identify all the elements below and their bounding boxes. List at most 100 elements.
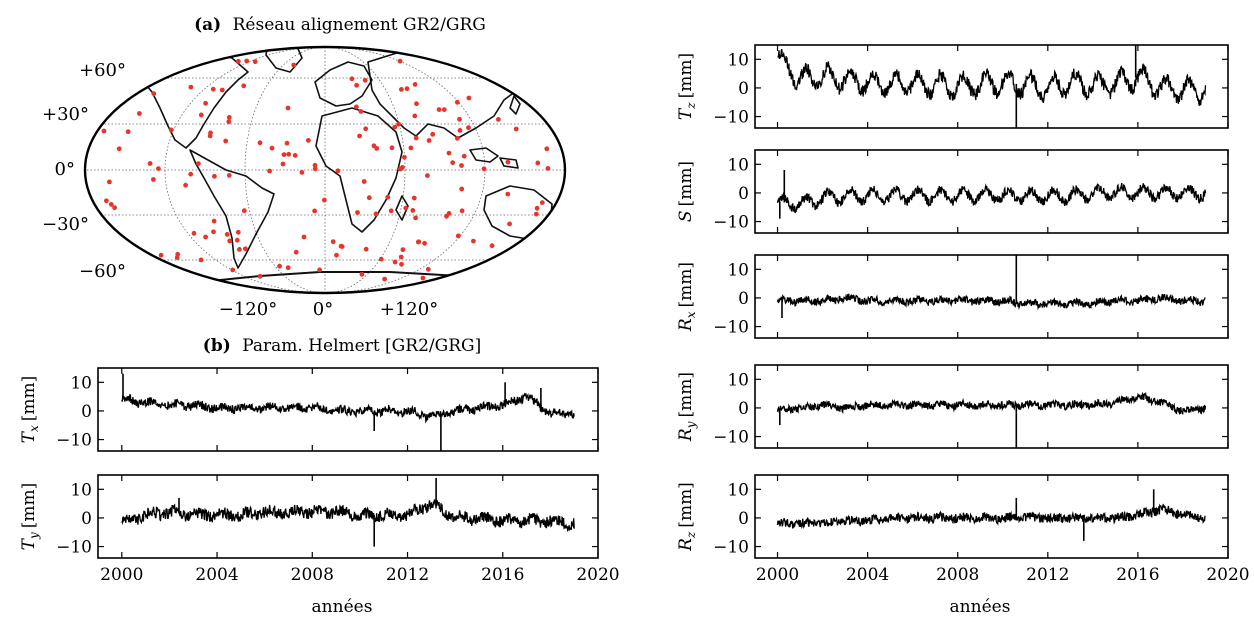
station-dot [404,86,410,92]
station-dot [513,126,519,132]
station-dot [312,208,317,214]
station-dot [382,276,387,282]
station-dot [392,124,398,130]
station-dot [284,140,290,146]
station-dot [388,208,394,214]
series-line-Tx [121,392,575,424]
y-axis-label-Ty: Ty[mm] [19,483,41,551]
x-tick-label-Rz-5: 2020 [1206,565,1249,585]
latitude-labels: +60° +30° 0° −30° −60° [42,60,126,282]
lat-label-30s: −30° [42,214,89,235]
lat-label-60n: +60° [79,60,126,81]
station-dot [212,173,217,179]
station-dot [156,166,161,172]
station-dot [116,146,122,152]
panel-frame-Rz [754,474,1229,559]
x-tick-label-Rz-3: 2012 [1026,565,1069,585]
world-map [83,45,567,295]
y-axis-label-Ry: Ry[mm] [676,372,698,442]
station-dot [412,113,418,119]
station-dot [399,87,404,92]
station-dot [198,257,204,263]
x-tick-label-Ty-5: 2020 [576,565,619,585]
x-tick-label-Rz-1: 2004 [846,565,889,585]
y-tick-label-Rx-0: 10 [727,260,749,280]
station-dot [422,240,427,246]
station-dot [151,91,157,97]
x-tick-label-Rz-0: 2000 [756,565,799,585]
station-dot [450,160,456,166]
station-dot [496,117,501,122]
panel-frame-Ty [97,474,599,559]
station-dot [285,265,291,271]
station-dot [112,205,117,211]
station-dot [545,166,551,171]
y-axis-label-Rz: Rz[mm] [676,482,698,552]
station-dot [425,173,430,179]
station-dot [459,163,464,168]
y-tick-label-Rx-1: 0 [738,289,749,309]
station-dot [226,119,232,125]
station-dot [147,161,153,166]
lon-label-120e: +120° [380,299,438,320]
x-tick-label-Ty-3: 2012 [386,565,429,585]
station-dot [210,86,216,92]
y-axis-label-Tx: Tx[mm] [19,376,41,444]
station-dot [230,267,236,273]
station-dot [330,239,336,245]
map-panel-letter: (a) [194,15,221,35]
y-tick-label-Rz-1: 0 [738,509,749,529]
station-dot [457,127,463,133]
station-dot [312,162,318,168]
panel-Rz: 10 0 −10 2000 2004 2008 2012 2016 2020 Rz[mm] [676,474,1250,585]
y-tick-label-S-0: 10 [727,155,749,175]
lon-label-0: 0° [313,299,333,320]
station-dot [505,191,511,197]
station-dot [211,218,217,224]
station-dot [281,152,287,158]
station-dot [471,238,476,244]
station-dot [399,261,404,267]
station-dot [396,121,401,127]
station-dot [534,205,540,211]
station-dot [107,179,112,185]
station-dot [355,210,360,215]
station-dot [436,107,442,112]
station-dot [227,238,233,244]
panel-Ry: 10 0 −10 Ry[mm] [676,364,1229,449]
station-dot [378,256,384,262]
station-dot [535,160,541,166]
y-tick-label-Tx-1: 0 [81,402,92,422]
station-dot [226,115,232,120]
station-dot [301,234,307,240]
panel-frame-Tx [97,367,599,452]
y-tick-label-Rz-2: −10 [713,538,749,558]
station-dot [489,243,495,249]
station-dot [257,140,263,146]
station-dot [285,105,291,111]
y-tick-label-Rz-0: 10 [727,480,749,500]
series-line-Ty [121,499,575,532]
station-dot [507,221,512,227]
series-line-S [776,182,1207,214]
station-dot [168,127,174,133]
station-dot [389,145,395,151]
station-dot [374,146,380,151]
station-dot [183,182,189,188]
panel-frame-Tz [754,44,1229,129]
y-axis-label-Rx: Rx[mm] [676,262,698,332]
series-line-Tz [777,48,1207,106]
station-dot [207,133,213,139]
panel-frame-Ry [754,364,1229,449]
station-dot [408,145,414,151]
station-dot [354,104,359,110]
station-dot [398,254,404,260]
station-dot [125,129,131,135]
x-tick-label-Ty-1: 2004 [195,565,238,585]
panel-frame-Rx [754,254,1229,339]
station-dot [366,195,372,201]
panel-frame-S [754,149,1229,234]
station-dot [241,83,247,89]
station-dot [211,229,216,235]
station-dot [267,168,272,174]
